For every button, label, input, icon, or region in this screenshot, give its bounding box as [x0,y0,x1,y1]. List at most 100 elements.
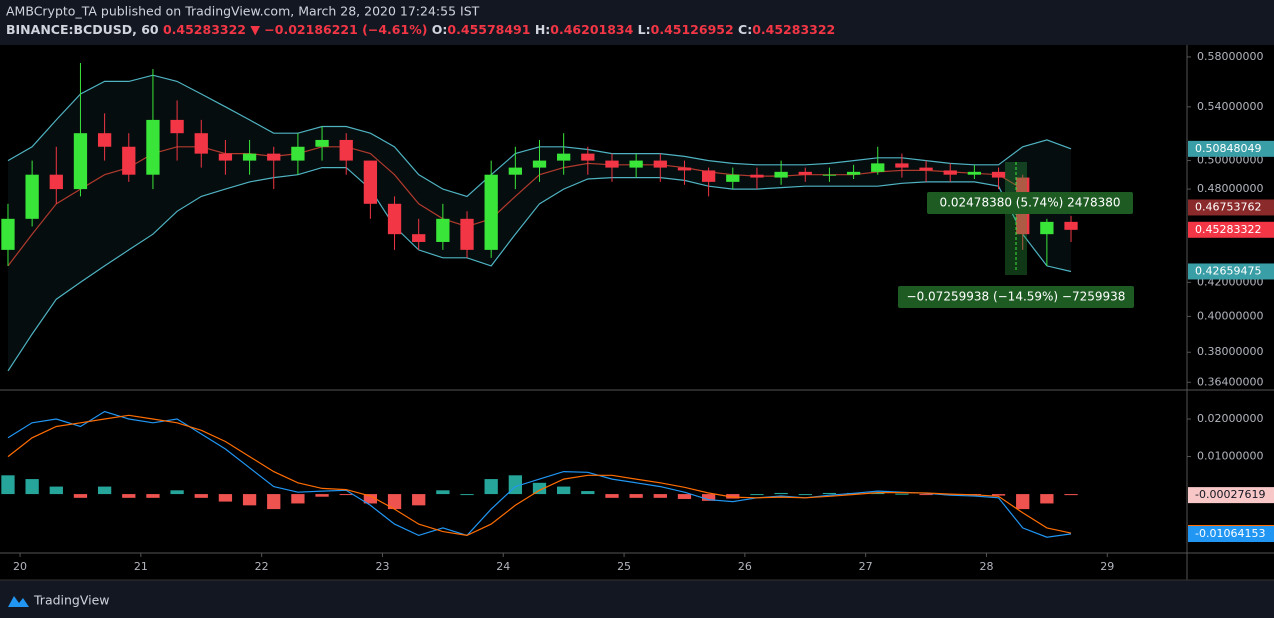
histogram-bar [97,486,112,495]
x-tick-label: 27 [859,560,873,573]
candle-body [267,153,281,161]
histogram-bar [267,494,281,510]
candle-body [967,171,982,175]
candle-body [822,174,837,176]
candle-body [846,171,861,175]
price-marker [1188,221,1274,238]
measure-box [898,286,1134,308]
histogram-bar [49,486,63,495]
candle-body [460,218,474,250]
overlay-layer: 0.02478380 (5.74%) 2478380 −0.07259938 (… [898,162,1134,308]
candle-body [750,174,764,178]
candle-body [25,174,39,219]
candle-body [919,167,933,171]
candle-body [387,203,402,235]
y-tick-label: 0.58000000 [1197,50,1263,63]
indicator-line [7,414,1072,537]
candle-body [1040,221,1054,235]
histogram-bar [291,494,305,504]
close-label: C: [738,22,752,37]
price-marker-label: -0.01064153 [1195,527,1265,540]
x-tick-label: 29 [1100,560,1114,573]
price-marker-label: 0.46753762 [1195,200,1261,213]
histogram-bar [315,494,329,497]
high-value: 0.46201834 [550,22,633,37]
indicator-line [7,410,1072,538]
candle-body [194,133,208,154]
candle-body [363,160,378,204]
x-tick-label: 25 [617,560,631,573]
histogram-bar [1016,494,1030,510]
histogram-bar [170,490,184,495]
last-price: 0.45283322 [163,22,246,37]
candle-body [73,133,88,190]
brand-logo [8,596,29,607]
open-value: 0.45578491 [447,22,530,37]
x-axis-background [0,553,1274,580]
histogram-bar [1040,494,1054,504]
candle-body [943,170,957,175]
candle-body [339,139,353,161]
candle-body [436,218,450,242]
x-tick-label: 20 [13,560,27,573]
y-tick-label: 0.01000000 [1197,450,1263,463]
candle-body [605,160,619,168]
x-tick-label: 22 [255,560,269,573]
high-label: H: [535,22,550,37]
candle-body [726,174,740,182]
histogram-bar [436,490,450,495]
open-label: O: [432,22,448,37]
close-value: 0.45283322 [752,22,835,37]
x-tick-label: 24 [496,560,510,573]
histogram-bar [73,494,88,498]
histogram-bar [194,494,208,498]
price-marker [1188,140,1274,157]
candle-body [991,171,1006,178]
histogram-bar [701,494,716,501]
histogram-bar [1064,494,1078,496]
histogram-bar [798,494,812,496]
candle-body [291,146,305,161]
histogram-bar [218,494,233,502]
histogram-bar [871,492,885,495]
y-tick-label: 0.36400000 [1197,375,1263,388]
candle-body [508,167,522,175]
histogram-bar [653,494,667,498]
low-value: 0.45126952 [651,22,734,37]
price-marker-label: 0.45283322 [1195,223,1261,236]
low-label: L: [638,22,651,37]
histogram-bar [339,494,353,496]
candle-body [774,171,788,178]
header-title: AMBCrypto_TA published on TradingView.co… [6,4,480,19]
candle-body [557,153,571,161]
indicator-line [7,167,1072,372]
candle-body [653,160,667,168]
price-marker-label: 0.42659475 [1195,264,1261,277]
histogram-bar [750,494,764,496]
x-tick-label: 26 [738,560,752,573]
plot-layer [1,62,1078,538]
histogram-bar [726,494,740,499]
candle-body [701,170,716,182]
candle-body [49,174,63,190]
histogram-bar [605,494,619,498]
price-marker-label: -0.00027619 [1195,488,1265,501]
candle-body [798,171,812,175]
candle-body [677,167,692,171]
measure-box [927,192,1133,214]
candle-body [97,133,112,147]
histogram-bar [1,475,15,495]
brand: TradingView [8,593,110,608]
axes-layer: 0.580000000.540000000.500000000.48000000… [0,45,1274,581]
x-tick-label: 21 [134,560,148,573]
candle-body [629,160,643,168]
histogram-bar [991,494,1006,496]
histogram-bar [895,493,909,495]
histogram-bar [677,494,692,499]
price-marker [1188,487,1274,504]
histogram-bar [557,486,571,495]
candle-body [242,153,257,161]
price-marker-label: 0.50848049 [1195,142,1261,155]
histogram-bar [581,491,595,495]
y-tick-label: 0.40000000 [1197,309,1263,322]
